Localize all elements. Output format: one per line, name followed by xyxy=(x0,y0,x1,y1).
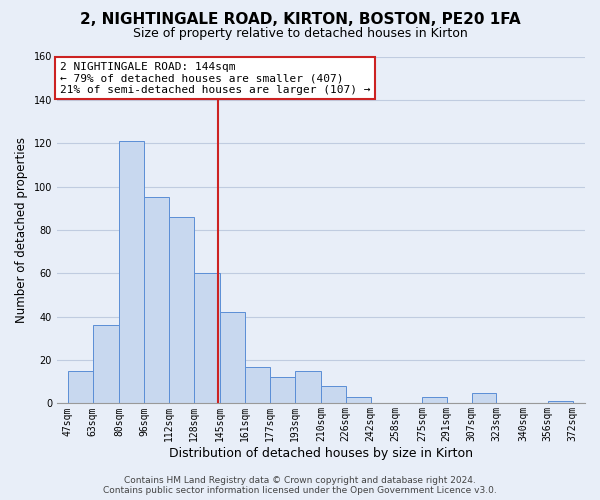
Bar xyxy=(270,378,295,404)
Bar xyxy=(68,371,92,404)
Bar xyxy=(422,397,447,404)
Bar xyxy=(119,141,144,404)
Bar xyxy=(472,392,496,404)
Bar xyxy=(194,274,220,404)
Bar xyxy=(245,366,270,404)
Bar xyxy=(92,326,119,404)
Text: 2 NIGHTINGALE ROAD: 144sqm
← 79% of detached houses are smaller (407)
21% of sem: 2 NIGHTINGALE ROAD: 144sqm ← 79% of deta… xyxy=(59,62,370,95)
Bar xyxy=(548,401,572,404)
Bar xyxy=(321,386,346,404)
Bar xyxy=(295,371,321,404)
Bar xyxy=(144,198,169,404)
X-axis label: Distribution of detached houses by size in Kirton: Distribution of detached houses by size … xyxy=(169,447,473,460)
Text: 2, NIGHTINGALE ROAD, KIRTON, BOSTON, PE20 1FA: 2, NIGHTINGALE ROAD, KIRTON, BOSTON, PE2… xyxy=(80,12,520,28)
Y-axis label: Number of detached properties: Number of detached properties xyxy=(15,137,28,323)
Text: Contains HM Land Registry data © Crown copyright and database right 2024.
Contai: Contains HM Land Registry data © Crown c… xyxy=(103,476,497,495)
Text: Size of property relative to detached houses in Kirton: Size of property relative to detached ho… xyxy=(133,26,467,40)
Bar xyxy=(220,312,245,404)
Bar xyxy=(346,397,371,404)
Bar xyxy=(169,217,194,404)
